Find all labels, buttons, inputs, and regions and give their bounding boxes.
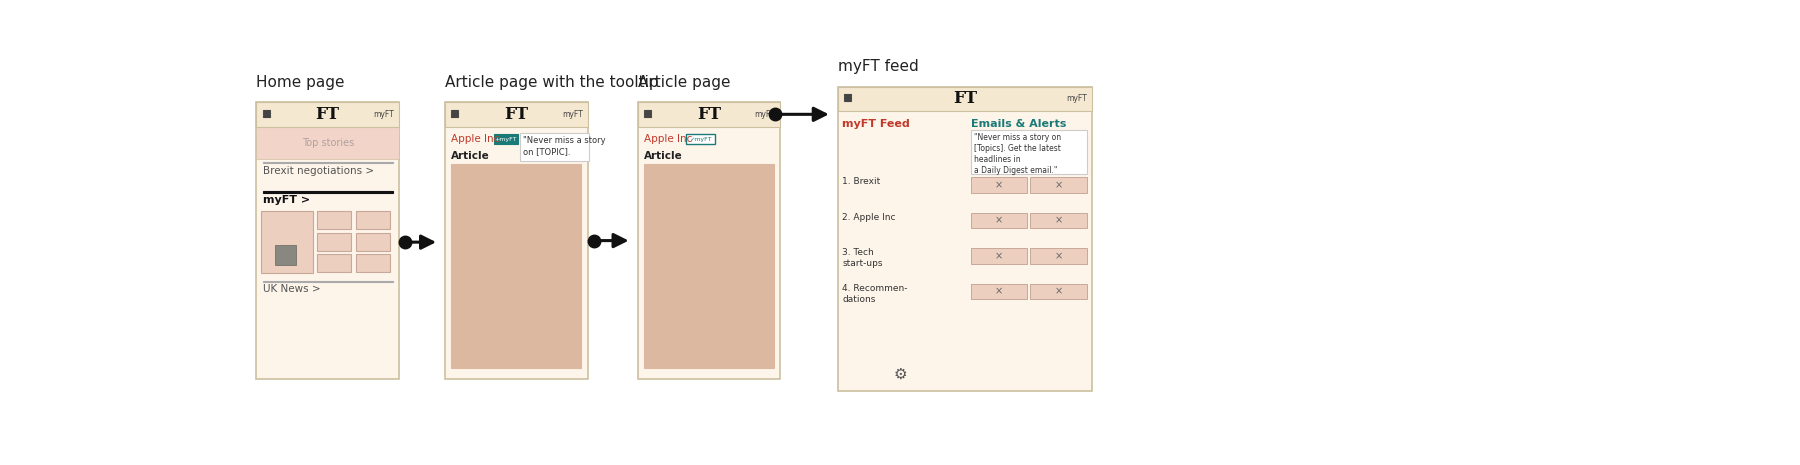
Bar xyxy=(356,233,391,251)
Bar xyxy=(644,113,650,114)
Text: Article page: Article page xyxy=(637,75,731,90)
Bar xyxy=(837,86,1093,391)
Text: ×: × xyxy=(995,180,1003,190)
Bar xyxy=(356,211,391,229)
Text: myFT >: myFT > xyxy=(263,195,310,205)
Text: Article: Article xyxy=(644,151,682,161)
Bar xyxy=(637,102,779,126)
Bar xyxy=(644,164,774,368)
Bar xyxy=(970,213,1028,228)
Text: ×: × xyxy=(1055,286,1062,296)
Text: myFT: myFT xyxy=(374,110,394,119)
Text: myFT Feed: myFT Feed xyxy=(842,119,911,129)
Bar xyxy=(263,115,270,117)
Text: ✓myFT: ✓myFT xyxy=(689,137,713,142)
Bar xyxy=(256,102,400,379)
Text: ×: × xyxy=(995,216,1003,226)
Bar xyxy=(263,162,392,163)
Bar xyxy=(256,102,400,126)
Bar xyxy=(1030,178,1087,193)
Text: Top stories: Top stories xyxy=(302,138,355,148)
Text: Article page with the tooltip: Article page with the tooltip xyxy=(445,75,659,90)
Text: myFT: myFT xyxy=(754,110,776,119)
Text: 4. Recommen-
dations: 4. Recommen- dations xyxy=(842,284,907,304)
Bar xyxy=(445,102,587,379)
Bar xyxy=(1030,248,1087,264)
Text: Brexit negotiations >: Brexit negotiations > xyxy=(263,166,374,176)
Bar xyxy=(970,284,1028,299)
Text: Apple Inc: Apple Inc xyxy=(452,134,500,144)
Text: ×: × xyxy=(1055,251,1062,261)
Bar xyxy=(452,164,581,368)
Bar xyxy=(317,211,351,229)
Text: ×: × xyxy=(1055,180,1062,190)
Text: ⚙: ⚙ xyxy=(895,366,907,381)
Bar xyxy=(317,254,351,272)
Bar xyxy=(452,113,459,114)
Text: ×: × xyxy=(995,286,1003,296)
Bar xyxy=(1030,284,1087,299)
Bar xyxy=(263,191,392,193)
Bar xyxy=(686,134,715,144)
Text: ×: × xyxy=(1055,216,1062,226)
Text: FT: FT xyxy=(504,106,529,123)
Text: "Never miss a story
on [TOPIC].: "Never miss a story on [TOPIC]. xyxy=(522,136,605,156)
Bar xyxy=(644,115,650,117)
Bar xyxy=(275,245,297,265)
Bar xyxy=(452,110,459,111)
Text: "Never miss a story on
[Topics]. Get the latest
headlines in
a Daily Digest emai: "Never miss a story on [Topics]. Get the… xyxy=(974,133,1062,175)
Text: UK News >: UK News > xyxy=(263,285,320,294)
Text: 2. Apple Inc: 2. Apple Inc xyxy=(842,213,896,222)
Bar xyxy=(644,110,650,111)
Bar xyxy=(970,248,1028,264)
Text: myFT: myFT xyxy=(562,110,583,119)
Bar xyxy=(263,281,392,282)
Bar xyxy=(837,86,1093,111)
Text: 1. Brexit: 1. Brexit xyxy=(842,178,880,186)
Text: myFT: myFT xyxy=(1067,94,1087,103)
Bar xyxy=(637,102,779,379)
Bar xyxy=(844,97,851,99)
Bar xyxy=(261,211,313,273)
Text: Article: Article xyxy=(452,151,490,161)
Text: ×: × xyxy=(995,251,1003,261)
Bar xyxy=(452,115,459,117)
Bar xyxy=(356,254,391,272)
Bar xyxy=(844,100,851,101)
Bar xyxy=(1030,213,1087,228)
Text: +myFT: +myFT xyxy=(495,137,517,142)
Bar xyxy=(317,233,351,251)
Bar xyxy=(263,113,270,114)
Bar xyxy=(263,110,270,111)
Text: FT: FT xyxy=(315,106,340,123)
Text: Home page: Home page xyxy=(256,75,346,90)
Text: 3. Tech
start-ups: 3. Tech start-ups xyxy=(842,248,884,268)
Text: FT: FT xyxy=(952,90,977,107)
Bar xyxy=(970,130,1087,174)
Text: Apple Inc: Apple Inc xyxy=(644,134,693,144)
Text: Emails & Alerts: Emails & Alerts xyxy=(970,119,1066,129)
Bar xyxy=(520,133,589,160)
Text: myFT feed: myFT feed xyxy=(837,59,918,74)
Bar xyxy=(970,178,1028,193)
Bar xyxy=(844,94,851,96)
Bar xyxy=(493,134,518,144)
Bar xyxy=(256,126,400,159)
Bar xyxy=(445,102,587,126)
Text: FT: FT xyxy=(697,106,720,123)
